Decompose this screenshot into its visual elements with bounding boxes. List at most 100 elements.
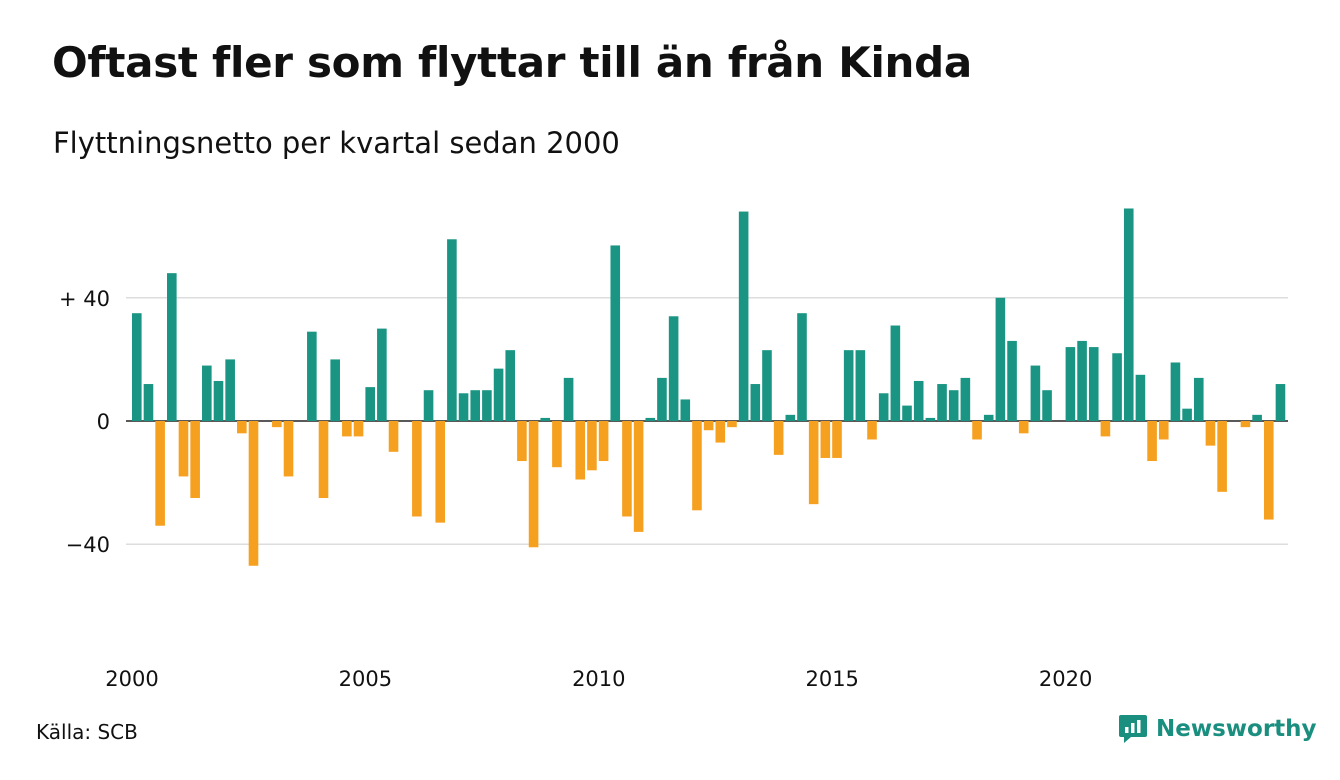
bar bbox=[1182, 408, 1192, 421]
bar bbox=[738, 211, 749, 421]
bar bbox=[225, 359, 235, 421]
bar bbox=[1112, 353, 1122, 421]
bar bbox=[785, 414, 796, 421]
bar bbox=[878, 393, 889, 421]
bar bbox=[820, 421, 831, 458]
bar bbox=[458, 393, 469, 421]
bar bbox=[808, 421, 819, 505]
bar bbox=[1135, 374, 1146, 421]
bar bbox=[528, 421, 539, 548]
bar bbox=[388, 421, 399, 452]
bar bbox=[1123, 208, 1134, 421]
bar bbox=[1088, 347, 1099, 421]
bar bbox=[1147, 421, 1157, 462]
bar bbox=[1030, 365, 1041, 421]
bar bbox=[727, 421, 737, 428]
bar bbox=[633, 421, 644, 532]
bar bbox=[1275, 384, 1286, 421]
bar bbox=[983, 414, 994, 421]
bar bbox=[155, 421, 165, 526]
bar bbox=[202, 365, 212, 421]
y-tick-label: + 40 bbox=[59, 287, 110, 311]
x-tick-label: 2010 bbox=[572, 667, 625, 691]
bar bbox=[1077, 340, 1087, 421]
bar bbox=[330, 359, 340, 421]
bar bbox=[1100, 421, 1111, 437]
bar bbox=[213, 380, 224, 421]
bar bbox=[832, 421, 842, 458]
bar bbox=[517, 421, 527, 462]
bar bbox=[668, 316, 679, 421]
chart-title: Oftast fler som flyttar till än från Kin… bbox=[52, 38, 972, 87]
bar bbox=[797, 313, 807, 421]
y-axis-ticks: + 40 0 −40 bbox=[59, 287, 110, 557]
bar bbox=[318, 421, 329, 498]
bar bbox=[552, 421, 562, 468]
bar bbox=[248, 421, 259, 566]
bar bbox=[902, 405, 912, 421]
bars bbox=[132, 208, 1286, 566]
bar bbox=[563, 377, 574, 421]
bar bbox=[855, 350, 866, 421]
bar bbox=[447, 239, 457, 421]
bar bbox=[925, 417, 936, 421]
bar bbox=[412, 421, 422, 517]
bar bbox=[1205, 421, 1216, 446]
source-note: Källa: SCB bbox=[36, 720, 138, 744]
x-tick-label: 2020 bbox=[1039, 667, 1092, 691]
bar bbox=[657, 377, 667, 421]
bar bbox=[307, 331, 317, 421]
bar bbox=[622, 421, 632, 517]
bar bbox=[645, 417, 656, 421]
bar bbox=[1240, 421, 1251, 428]
bar bbox=[948, 390, 959, 421]
chart-subtitle: Flyttningsnetto per kvartal sedan 2000 bbox=[53, 126, 620, 160]
bar bbox=[482, 390, 492, 421]
x-tick-label: 2000 bbox=[105, 667, 158, 691]
bar bbox=[272, 421, 282, 428]
bar bbox=[1170, 362, 1181, 421]
bar bbox=[843, 350, 854, 421]
x-tick-label: 2015 bbox=[805, 667, 858, 691]
bar bbox=[1158, 421, 1169, 440]
brand-logo: Newsworthy bbox=[1118, 713, 1317, 745]
bar bbox=[342, 421, 352, 437]
bar bbox=[493, 368, 504, 421]
bar bbox=[1065, 347, 1076, 421]
bar bbox=[762, 350, 772, 421]
bar bbox=[540, 417, 551, 421]
bar bbox=[913, 380, 924, 421]
newsworthy-chart-icon bbox=[1119, 715, 1147, 743]
bar bbox=[1252, 414, 1262, 421]
bar bbox=[937, 384, 947, 421]
bar bbox=[867, 421, 877, 440]
bar bbox=[773, 421, 784, 455]
bar bbox=[435, 421, 446, 523]
bar bbox=[1042, 390, 1052, 421]
bar bbox=[377, 328, 387, 421]
bar bbox=[1263, 421, 1274, 520]
x-tick-label: 2005 bbox=[339, 667, 392, 691]
bar bbox=[470, 390, 481, 421]
bar bbox=[423, 390, 434, 421]
bar bbox=[703, 421, 714, 431]
bar bbox=[353, 421, 364, 437]
bar bbox=[715, 421, 726, 443]
bar bbox=[587, 421, 597, 471]
bar bbox=[598, 421, 609, 462]
bar bbox=[237, 421, 247, 434]
bar bbox=[283, 421, 294, 477]
bar bbox=[178, 421, 189, 477]
bar bbox=[960, 377, 971, 421]
y-tick-label: −40 bbox=[66, 533, 110, 557]
bar bbox=[1007, 340, 1017, 421]
bar bbox=[365, 387, 375, 421]
bar bbox=[692, 421, 702, 511]
bar bbox=[575, 421, 586, 480]
bar bbox=[1018, 421, 1029, 434]
bar bbox=[505, 350, 516, 421]
bar bbox=[610, 245, 621, 421]
bar bbox=[1193, 377, 1204, 421]
bar bbox=[167, 273, 177, 421]
bar bbox=[190, 421, 200, 498]
